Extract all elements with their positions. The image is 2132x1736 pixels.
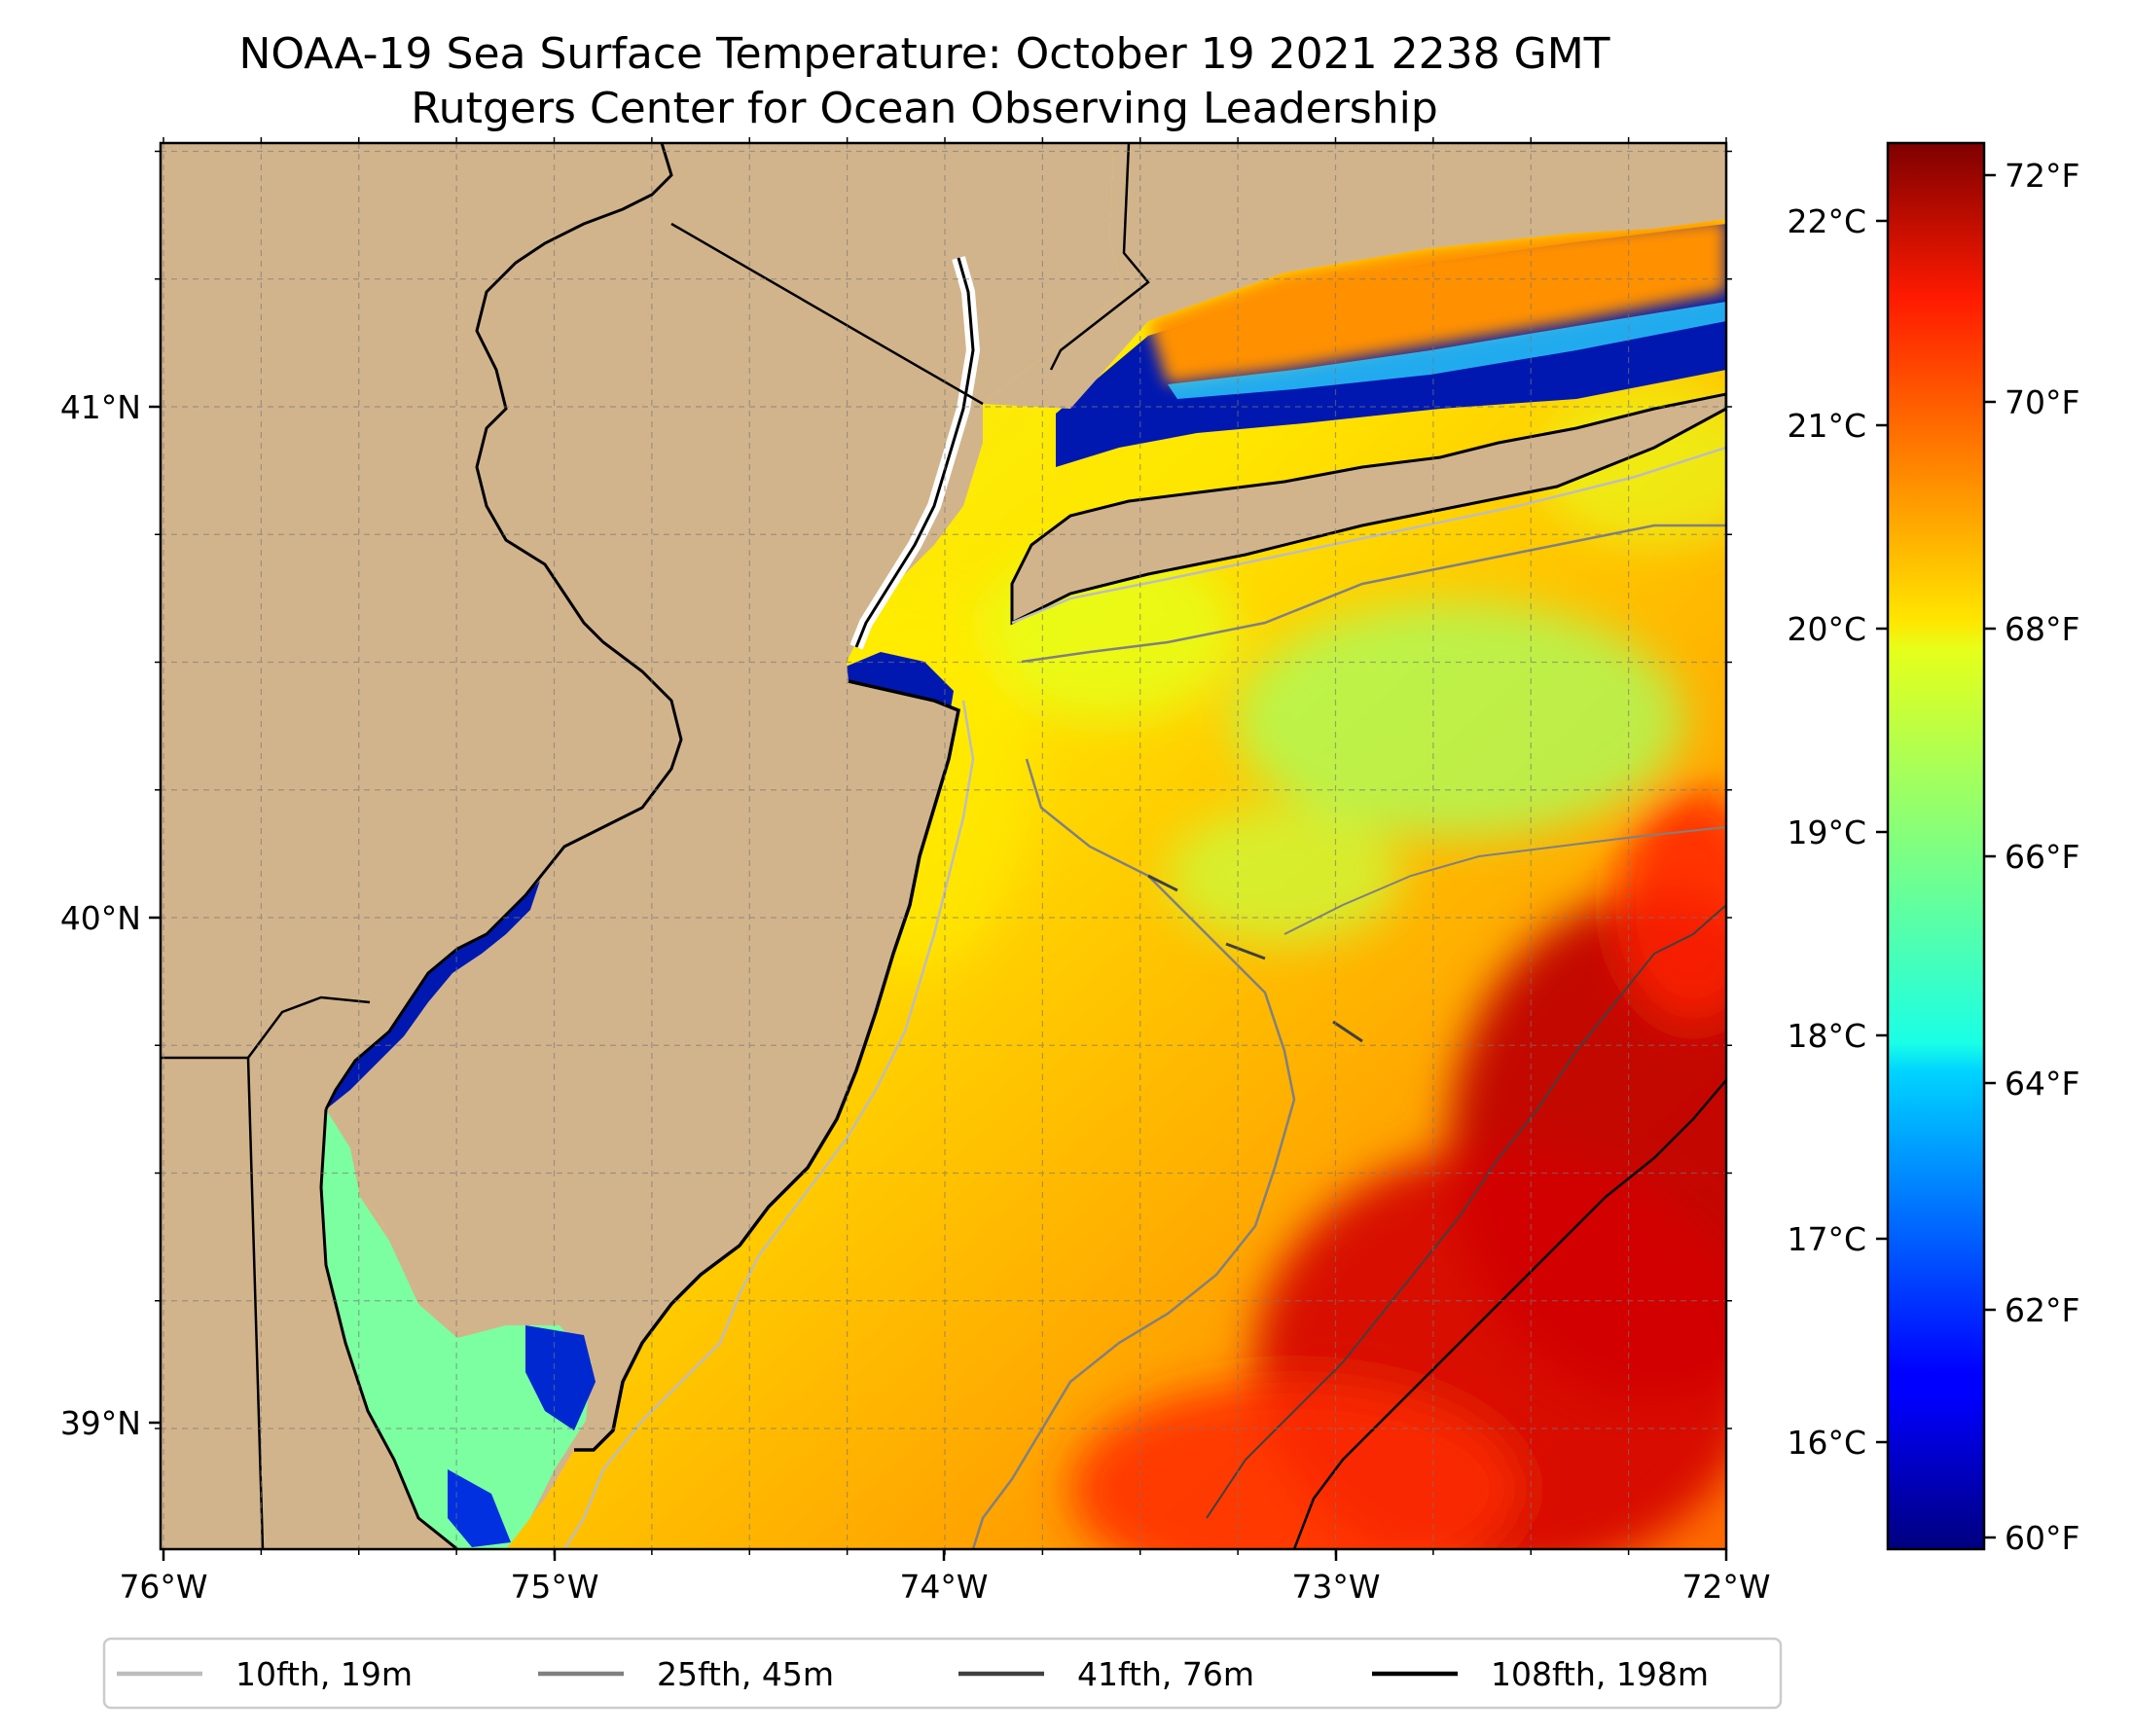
legend-label: 41fth, 76m (1077, 1655, 1254, 1693)
lon-tick-label: 76°W (119, 1568, 207, 1606)
isobath-19m-li (1011, 446, 1726, 625)
delaware-river-border (324, 143, 683, 1110)
celsius-tick-label: 20°C (1787, 610, 1866, 648)
land-new-jersey-pennsylvania (161, 143, 1124, 1450)
lat-tick-label: 41°N (60, 388, 141, 426)
delaware-river (326, 881, 540, 1109)
legend-label: 108fth, 198m (1491, 1655, 1709, 1693)
lat-tick-label: 39°N (60, 1404, 141, 1442)
fahrenheit-tick-label: 70°F (2005, 383, 2079, 421)
delaware-bay-cold-3 (448, 1469, 511, 1547)
land-long-island (1010, 392, 1726, 626)
land-connecticut-ny (983, 143, 1726, 409)
axis-ticks: 76°W 75°W 74°W 73°W 72°W 41°N 40°N 39°N (60, 137, 1771, 1606)
delaware-maryland-border (161, 1056, 265, 1549)
fahrenheit-tick-label: 68°F (2005, 610, 2079, 648)
colorbar: 22°C 21°C 20°C 19°C 18°C 17°C 16°C 72°F 70°F 68°… (1787, 141, 2079, 1557)
lon-tick-label: 72°W (1681, 1568, 1770, 1606)
sound-warm-band (1148, 219, 1726, 384)
isobath-76m-slope (1206, 904, 1726, 1519)
legend-label: 10fth, 19m (235, 1655, 413, 1693)
fahrenheit-tick-label: 72°F (2005, 157, 2079, 195)
ny-ct-border (1049, 143, 1150, 371)
colorbar-fahrenheit-ticks: 72°F 70°F 68°F 66°F 64°F 62°F 60°F (1984, 157, 2079, 1557)
legend-label: 25fth, 45m (657, 1655, 834, 1693)
title-block: NOAA-19 Sea Surface Temperature: October… (0, 27, 1849, 136)
celsius-tick-label: 17°C (1787, 1220, 1866, 1258)
lon-tick-label: 73°W (1291, 1568, 1380, 1606)
isobath-198m (1292, 1079, 1726, 1549)
isobath-45m-north (1021, 524, 1726, 664)
delaware-pa-arc (246, 995, 371, 1059)
legend-box (102, 1637, 1783, 1710)
colorbar-gradient (1886, 141, 1986, 1551)
delaware-bay-cold-2 (525, 1325, 596, 1430)
hudson-river-shore (854, 257, 975, 648)
celsius-tick-label: 16°C (1787, 1424, 1866, 1462)
celsius-tick-label: 21°C (1787, 407, 1866, 445)
fahrenheit-tick-label: 62°F (2005, 1291, 2079, 1329)
title-line-1: NOAA-19 Sea Surface Temperature: October… (238, 29, 1610, 79)
isobath-45m-east (1283, 826, 1726, 935)
delaware-west-shore (319, 1108, 458, 1549)
land-western (161, 143, 681, 1549)
isobath-19m (562, 700, 975, 1549)
fahrenheit-tick-label: 66°F (2005, 838, 2079, 876)
colorbar-celsius-ticks: 22°C 21°C 20°C 19°C 18°C 17°C 16°C (1787, 202, 1888, 1462)
ny-nj-border (670, 222, 984, 406)
isobath-76m (1147, 874, 1363, 1043)
fahrenheit-tick-label: 64°F (2005, 1065, 2079, 1103)
celsius-tick-label: 22°C (1787, 202, 1866, 240)
celsius-tick-label: 19°C (1787, 814, 1866, 851)
lat-tick-label: 40°N (60, 899, 141, 937)
fahrenheit-tick-label: 60°F (2005, 1519, 2079, 1557)
title-line-2: Rutgers Center for Ocean Observing Leade… (411, 84, 1438, 133)
lon-tick-label: 75°W (510, 1568, 598, 1606)
lon-tick-label: 74°W (899, 1568, 988, 1606)
nj-coastline (574, 679, 961, 1452)
sound-front (1168, 302, 1726, 399)
map-panel (161, 143, 1726, 1549)
gridlines (161, 143, 1726, 1549)
celsius-tick-label: 18°C (1787, 1017, 1866, 1055)
legend: 10fth, 19m 25fth, 45m 41fth, 76m 108fth, 19… (102, 1637, 1783, 1710)
delaware-bay-water (321, 1109, 592, 1549)
